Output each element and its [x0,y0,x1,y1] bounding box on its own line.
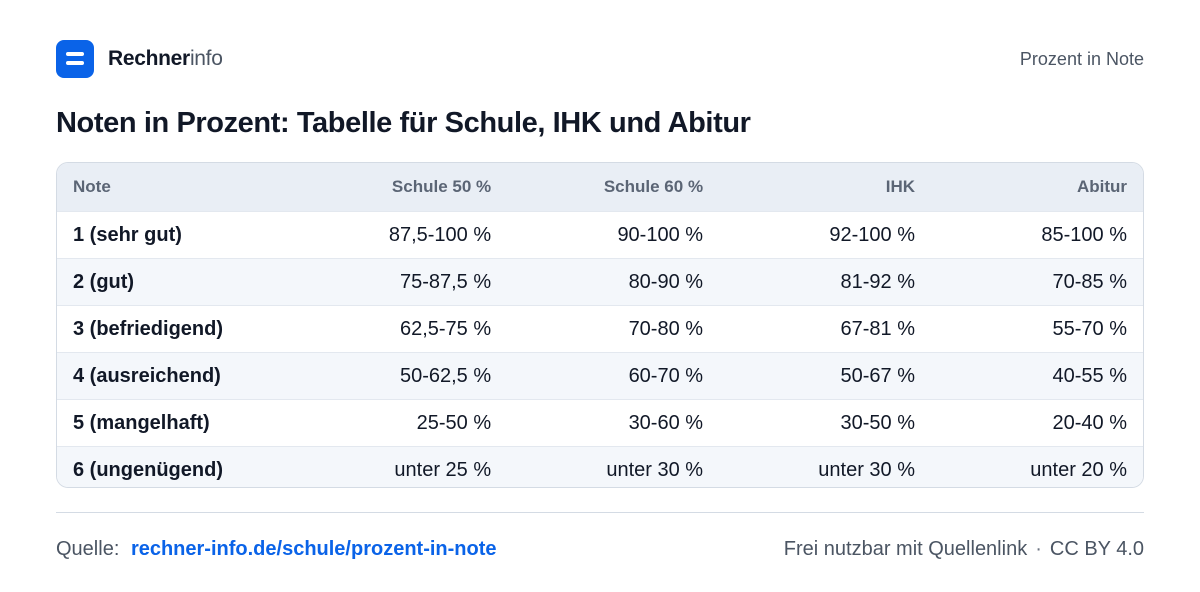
brand-name-light: info [189,47,223,70]
table-cell: 60-70 % [507,352,720,400]
table-cell: 70-80 % [507,305,720,353]
brand-name[interactable]: Rechnerinfo [108,47,223,71]
table-cell: unter 20 % [931,446,1143,487]
table-cell: unter 30 % [507,446,720,487]
table-cell: 50-62,5 % [295,352,508,400]
table-cell: 92-100 % [719,211,931,259]
grade-cell: 3 (befriedigend) [57,305,296,353]
equals-icon[interactable] [56,40,94,78]
table-cell: 70-85 % [931,258,1143,306]
column-header-schule-60: Schule 60 % [603,177,704,196]
grade-cell: 5 (mangelhaft) [57,399,296,447]
source: Quelle: rechner-info.de/schule/prozent-i… [56,538,497,561]
grades-table-container: Note Schule 50 % Schule 60 % IHK Abitur … [56,162,1144,488]
table-cell: 20-40 % [931,399,1143,447]
table-cell: 40-55 % [931,352,1143,400]
grades-table: Note Schule 50 % Schule 60 % IHK Abitur … [57,163,1143,487]
page-title: Noten in Prozent: Tabelle für Schule, IH… [56,107,751,139]
footer-divider [56,512,1144,513]
table-cell: 62,5-75 % [295,305,508,353]
page-link-prozent-in-note[interactable]: Prozent in Note [1019,49,1144,69]
table-row: 1 (sehr gut) 87,5-100 % 90-100 % 92-100 … [57,211,1143,259]
source-label: Quelle: [56,538,120,560]
table-cell: unter 25 % [295,446,508,487]
table-cell: 50-67 % [719,352,931,400]
table-cell: 85-100 % [931,211,1143,259]
grade-cell: 4 (ausreichend) [57,352,296,400]
logo-bar-bottom [66,61,84,65]
table-cell: 75-87,5 % [295,258,508,306]
table-cell: 87,5-100 % [295,211,508,259]
table-row: 2 (gut) 75-87,5 % 80-90 % 81-92 % 70-85 … [57,258,1143,306]
table-row: 3 (befriedigend) 62,5-75 % 70-80 % 67-81… [57,305,1143,353]
license-name: CC BY 4.0 [1049,538,1144,560]
column-header-ihk: IHK [885,177,915,196]
table-cell: 67-81 % [719,305,931,353]
table-row: 6 (ungenügend) unter 25 % unter 30 % unt… [57,446,1143,487]
grade-cell: 2 (gut) [57,258,296,306]
logo-bar-top [66,52,84,56]
table-row: 4 (ausreichend) 50-62,5 % 60-70 % 50-67 … [57,352,1143,400]
license-info: Frei nutzbar mit Quellenlink · CC BY 4.0 [784,538,1144,561]
footer: Quelle: rechner-info.de/schule/prozent-i… [56,538,1144,564]
license-text: Frei nutzbar mit Quellenlink [783,538,1028,560]
table-cell: 30-60 % [507,399,720,447]
table-cell: 25-50 % [295,399,508,447]
brand-name-strong: Rechner [108,47,190,70]
table-cell: 81-92 % [719,258,931,306]
column-header-schule-50: Schule 50 % [391,177,492,196]
column-header-note: Note [73,177,111,196]
table-row: 5 (mangelhaft) 25-50 % 30-60 % 30-50 % 2… [57,399,1143,447]
license-separator: · [1035,538,1042,560]
grade-cell: 1 (sehr gut) [57,211,296,259]
table-header-row: Note Schule 50 % Schule 60 % IHK Abitur [57,163,1143,212]
grade-cell: 6 (ungenügend) [57,446,296,487]
header: Rechnerinfo Prozent in Note [56,40,1144,78]
table-cell: 30-50 % [719,399,931,447]
table-cell: 90-100 % [507,211,720,259]
table-cell: unter 30 % [719,446,931,487]
source-link[interactable]: rechner-info.de/schule/prozent-in-note [130,538,497,560]
column-header-abitur: Abitur [1076,177,1127,196]
table-cell: 55-70 % [931,305,1143,353]
table-cell: 80-90 % [507,258,720,306]
